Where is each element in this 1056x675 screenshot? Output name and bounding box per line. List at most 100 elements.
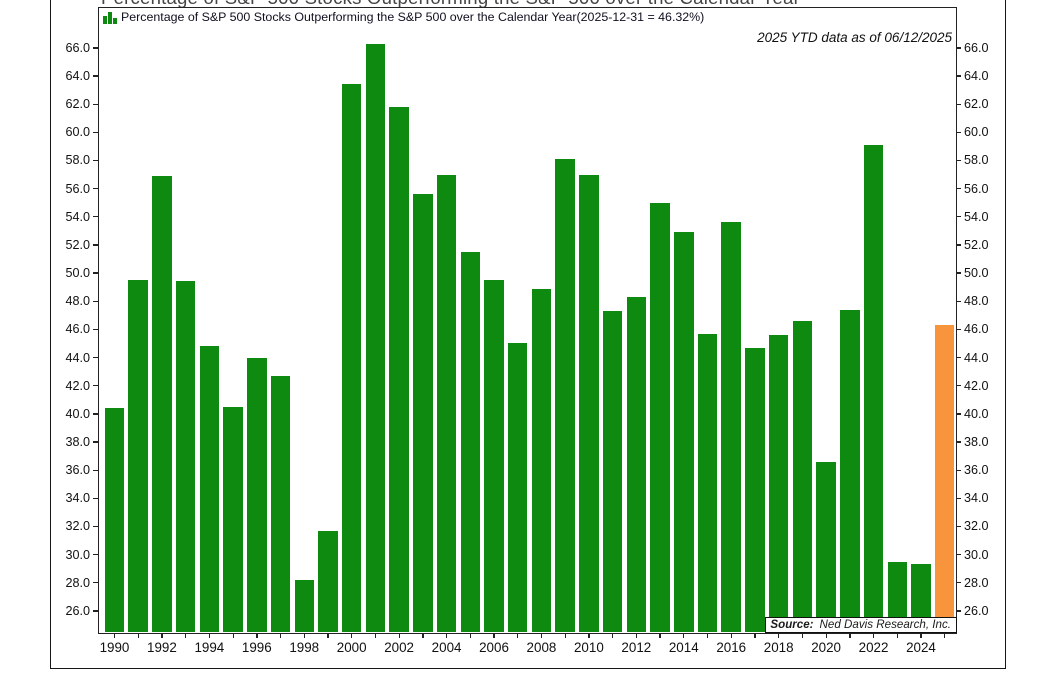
x-tick-label-2006: 2006 [479,640,509,655]
y-tick-left [93,525,98,528]
y-tick-left [93,187,98,190]
x-tick-label-2022: 2022 [858,640,889,655]
bar-2012 [626,296,647,632]
x-tick [754,633,756,638]
y-tick-label-right: 32.0 [964,519,989,534]
y-tick-label-left: 28.0 [65,575,90,590]
bar-1997 [270,375,291,632]
y-tick-label-left: 52.0 [65,237,90,252]
x-tick [279,633,282,638]
y-tick-right [956,469,962,471]
x-tick-label-2012: 2012 [621,640,652,655]
y-tick-right [956,159,962,162]
bar-2013 [650,202,670,632]
y-tick-left [93,469,98,471]
source-prefix: Source: [770,617,814,631]
y-tick-left [93,131,98,133]
x-tick [185,633,187,638]
x-tick-label-2016: 2016 [716,640,747,655]
y-tick-right [956,272,962,274]
y-tick-label-right: 54.0 [964,209,989,224]
bar-2020 [816,461,836,632]
x-tick [564,633,566,638]
x-tick [469,633,471,638]
x-tick-label-1994: 1994 [194,640,225,655]
y-tick-label-right: 40.0 [964,406,989,421]
chart-title: Percentage of S&P 500 Stocks Outperformi… [101,0,800,9]
legend-label: Percentage of S&P 500 Stocks Outperformi… [121,10,705,24]
y-tick-label-left: 46.0 [65,322,90,337]
x-tick [730,633,732,638]
source-text: Ned Davis Research, Inc. [819,617,951,631]
y-tick-label-right: 62.0 [964,97,989,112]
bar-1991 [128,280,148,632]
y-tick-left [93,103,98,105]
y-tick-left [93,75,98,77]
y-tick-left [93,300,98,302]
bar-2010 [579,174,599,632]
bar-2011 [602,311,623,632]
bar-2004 [436,174,457,632]
y-tick-left [93,272,98,274]
x-tick [801,633,804,638]
bar-2014 [674,232,694,632]
bar-1990 [104,408,125,632]
x-tick-label-1998: 1998 [289,640,320,655]
y-tick-left [93,441,98,443]
ytd-annotation: 2025 YTD data as of 06/12/2025 [757,30,952,45]
y-tick-label-left: 26.0 [65,603,90,618]
x-tick [422,633,424,638]
y-tick-right [956,385,962,387]
y-tick-left [93,159,98,162]
y-tick-label-right: 64.0 [964,68,989,83]
x-tick [825,633,827,638]
y-tick-left [93,497,98,499]
bar-2023 [887,561,907,632]
bar-2003 [413,194,433,632]
bar-2000 [341,84,362,632]
x-tick-label-1992: 1992 [147,640,177,655]
x-tick [232,633,234,638]
y-tick-label-left: 32.0 [65,519,90,534]
x-tick [944,633,946,638]
y-tick-label-left: 64.0 [65,68,90,83]
y-tick-label-left: 50.0 [65,266,90,281]
x-tick-label-2024: 2024 [906,640,936,655]
y-tick-left [93,553,98,556]
y-tick-label-right: 30.0 [964,547,989,562]
bar-2006 [484,280,504,632]
y-tick-left [93,610,98,612]
y-tick-label-right: 48.0 [964,294,989,309]
y-tick-right [956,356,962,359]
x-tick-label-2008: 2008 [526,640,557,655]
x-tick-label-2020: 2020 [811,640,841,655]
x-tick-label-2018: 2018 [763,640,794,655]
x-tick [588,633,590,638]
y-tick-label-right: 58.0 [964,153,989,168]
legend: Percentage of S&P 500 Stocks Outperformi… [103,10,704,24]
x-tick [161,633,163,638]
x-tick-label-2014: 2014 [668,640,699,655]
y-tick-right [956,582,962,584]
x-tick [920,633,922,638]
y-tick-label-right: 26.0 [964,603,989,618]
bar-2024 [911,564,931,632]
y-tick-right [956,244,962,246]
y-tick-right [956,553,962,556]
x-tick [303,633,305,638]
bar-2022 [863,144,884,632]
y-tick-label-right: 46.0 [964,322,989,337]
x-tick [540,633,543,638]
bar-2016 [721,222,741,632]
y-tick-label-left: 58.0 [65,153,90,168]
bar-2021 [840,309,860,632]
y-tick-right [956,525,962,528]
x-tick [445,633,448,638]
y-tick-label-right: 52.0 [964,237,989,252]
y-tick-right [956,497,962,499]
y-tick-label-right: 60.0 [964,125,989,140]
y-tick-label-left: 62.0 [65,97,90,112]
bar-2007 [507,343,528,632]
y-tick-label-left: 42.0 [65,378,90,393]
x-tick [896,633,898,638]
